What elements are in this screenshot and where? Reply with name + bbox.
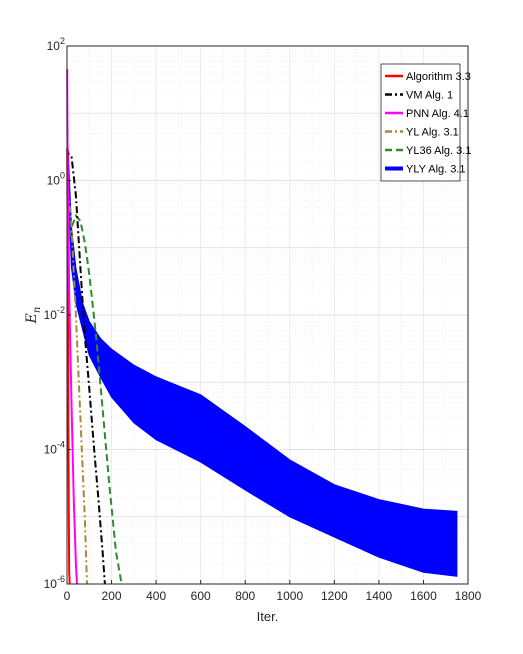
ticks: 0 200 400 600 800 1000 1200 1400 1600 1800 10-6 10-… xyxy=(44,36,482,603)
x-tick-label: 1000 xyxy=(276,589,303,603)
y-tick-label: 10-4 xyxy=(44,440,65,457)
y-tick-label: 100 xyxy=(47,171,65,188)
y-tick-label: 10-2 xyxy=(44,305,65,322)
series-line-pnn-alg-4-1 xyxy=(66,69,78,585)
legend-label: YL36 Alg. 3.1 xyxy=(406,145,471,157)
series-yly-band xyxy=(66,101,458,577)
y-tick-label: 102 xyxy=(47,36,65,53)
grid xyxy=(66,46,469,585)
x-tick-label: 1600 xyxy=(410,589,437,603)
y-axis-label: En xyxy=(24,307,43,325)
x-tick-label: 400 xyxy=(146,589,166,603)
legend-box xyxy=(380,63,461,182)
x-tick-label: 200 xyxy=(102,589,122,603)
x-tick-label: 1800 xyxy=(455,589,482,603)
x-axis-label: Iter. xyxy=(257,609,279,624)
legend-label: YLY Alg. 3.1 xyxy=(406,164,466,176)
x-tick-label: 600 xyxy=(191,589,211,603)
legend-label: Algorithm 3.3 xyxy=(406,71,471,83)
y-tick-label: 10-6 xyxy=(44,574,65,591)
legend-label: PNN Alg. 4.1 xyxy=(406,108,469,120)
legend: Algorithm 3.3 VM Alg. 1 PNN Alg. 4.1 YL Alg… xyxy=(380,63,471,182)
plot-area xyxy=(66,69,458,585)
x-tick-label: 1200 xyxy=(321,589,348,603)
series-line-yl36-alg-3-1 xyxy=(66,213,123,585)
x-tick-label: 0 xyxy=(64,589,71,603)
legend-label: YL Alg. 3.1 xyxy=(406,127,459,139)
x-tick-label: 800 xyxy=(235,589,255,603)
series-line-yl-alg-3-1 xyxy=(66,190,88,585)
axis-labels: Iter. En xyxy=(24,307,278,624)
legend-label: VM Alg. 1 xyxy=(406,90,453,102)
x-tick-label: 1400 xyxy=(366,589,393,603)
